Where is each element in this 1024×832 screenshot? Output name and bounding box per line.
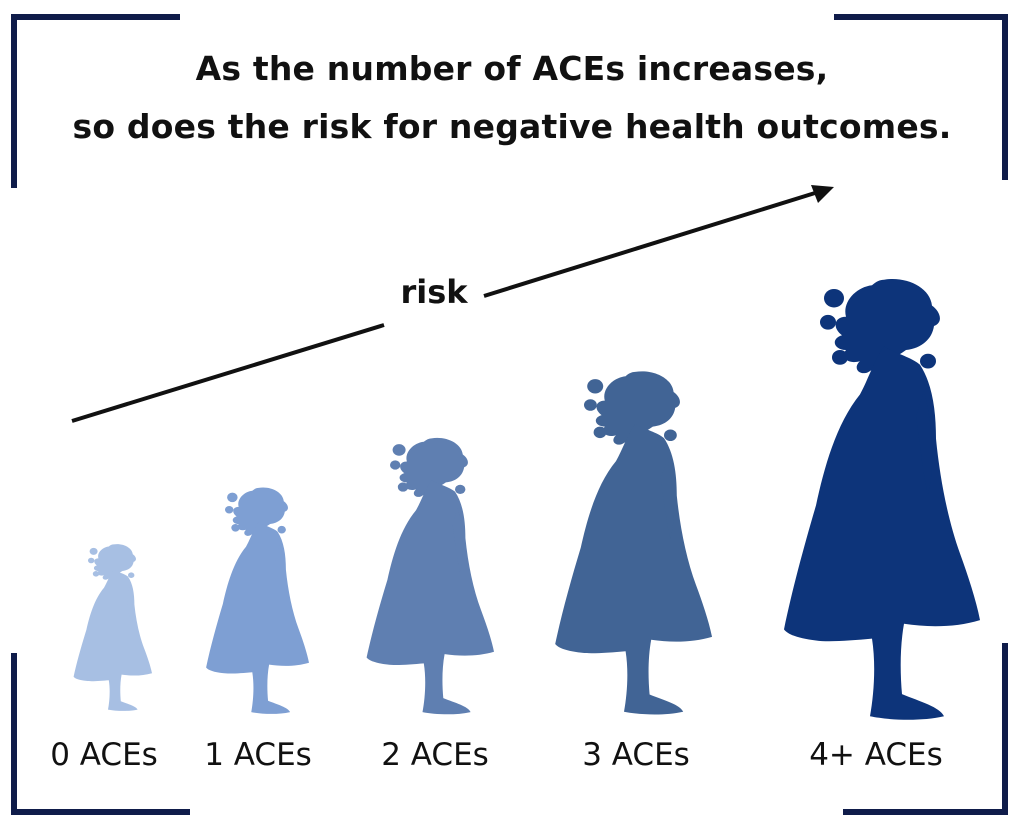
ace-label-3: 3 ACEs xyxy=(582,737,690,773)
silhouettes xyxy=(73,278,980,720)
arrow-icon xyxy=(811,185,834,203)
girl-silhouette-icon xyxy=(784,278,980,720)
ace-label-4: 4+ ACEs xyxy=(809,737,943,773)
risk-arrow xyxy=(71,185,834,423)
headline-line-2: so does the risk for negative health out… xyxy=(72,107,952,146)
ace-label-0: 0 ACEs xyxy=(50,737,158,773)
frame-corner-top-left xyxy=(11,14,180,188)
girl-silhouette-icon xyxy=(206,487,309,714)
risk-arrow-line-upper xyxy=(483,191,816,298)
frame-corner-bottom-left xyxy=(11,653,190,815)
frame-brackets xyxy=(11,14,1008,815)
risk-label: risk xyxy=(388,270,480,314)
girl-silhouette-icon xyxy=(73,544,152,711)
ace-label-2: 2 ACEs xyxy=(381,737,489,773)
frame-corner-top-right xyxy=(834,14,1008,180)
risk-arrow-line-lower xyxy=(71,323,385,423)
headline: As the number of ACEs increases, so does… xyxy=(0,40,1024,156)
ace-label-1: 1 ACEs xyxy=(204,737,312,773)
frame-corner-bottom-right xyxy=(843,643,1008,815)
headline-line-1: As the number of ACEs increases, xyxy=(195,49,829,88)
girl-silhouette-icon xyxy=(555,371,712,715)
girl-silhouette-icon xyxy=(366,437,494,715)
